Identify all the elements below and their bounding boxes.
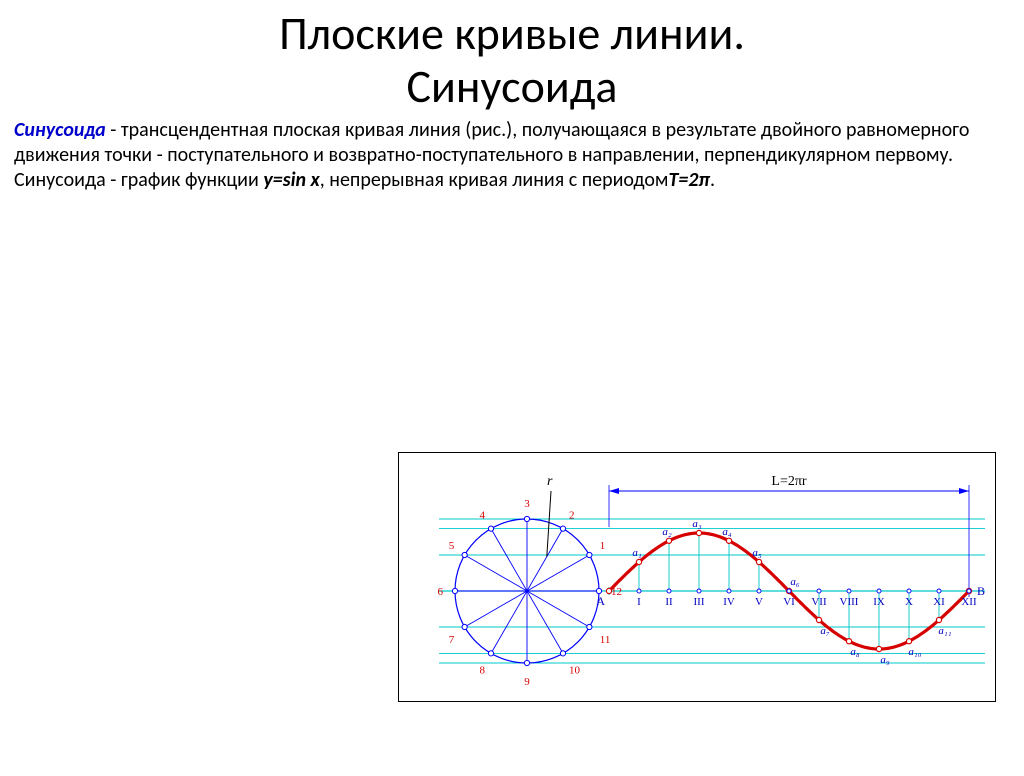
svg-text:X: X	[905, 596, 913, 608]
svg-text:IV: IV	[723, 596, 735, 608]
svg-text:4: 4	[480, 509, 486, 521]
svg-text:a₈: a₈	[850, 646, 860, 658]
svg-text:VIII: VIII	[840, 596, 859, 608]
svg-text:9: 9	[524, 676, 530, 688]
svg-text:5: 5	[449, 540, 455, 552]
svg-text:L=2πr: L=2πr	[771, 474, 807, 489]
svg-text:r: r	[547, 474, 553, 489]
description-paragraph: Синусоида - трансцендентная плоская крив…	[14, 118, 1004, 193]
svg-text:V: V	[755, 596, 763, 608]
svg-text:XI: XI	[933, 596, 945, 608]
svg-text:IX: IX	[873, 596, 885, 608]
formula-ysinx: y=sin x	[263, 168, 319, 192]
svg-text:a₁: a₁	[632, 547, 642, 559]
svg-text:2: 2	[569, 509, 575, 521]
svg-text:a₄: a₄	[722, 526, 732, 538]
title-line-1: Плоские кривые линии.	[279, 6, 745, 62]
svg-text:VI: VI	[783, 596, 795, 608]
svg-text:a₁₁: a₁₁	[938, 625, 951, 637]
svg-text:a₇: a₇	[820, 625, 830, 637]
formula-period: T=2π	[668, 168, 710, 192]
desc-text-3: .	[710, 168, 715, 192]
svg-text:11: 11	[600, 634, 611, 646]
desc-text-2: , непрерывная кривая линия с периодом	[320, 168, 669, 192]
term-sinusoid: Синусоида	[14, 118, 106, 142]
svg-text:7: 7	[449, 634, 455, 646]
svg-text:10: 10	[569, 665, 581, 677]
svg-text:B: B	[977, 584, 985, 598]
svg-text:6: 6	[438, 586, 444, 598]
svg-text:a₂: a₂	[662, 526, 672, 538]
title-line-2: Синусоида	[407, 59, 618, 115]
svg-text:1: 1	[600, 540, 606, 552]
svg-text:VII: VII	[811, 596, 827, 608]
svg-text:a₁₀: a₁₀	[908, 646, 921, 658]
svg-text:A: A	[596, 594, 605, 608]
diagram-svg: r121234567891011L=2πrIa₁IIa₂IIIa₃IVa₄Va₅…	[399, 453, 995, 701]
svg-text:8: 8	[480, 665, 486, 677]
svg-text:I: I	[637, 596, 641, 608]
svg-text:a₅: a₅	[752, 547, 762, 559]
svg-text:a₃: a₃	[692, 518, 702, 530]
svg-text:a₆: a₆	[790, 576, 800, 588]
svg-text:III: III	[694, 596, 705, 608]
sinusoid-diagram: r121234567891011L=2πrIa₁IIa₂IIIa₃IVa₄Va₅…	[398, 452, 996, 702]
svg-text:XII: XII	[961, 596, 977, 608]
page-title: Плоские кривые линии. Синусоида	[0, 8, 1024, 114]
svg-text:II: II	[665, 596, 673, 608]
svg-text:a₉: a₉	[880, 654, 890, 666]
svg-text:3: 3	[524, 498, 530, 510]
